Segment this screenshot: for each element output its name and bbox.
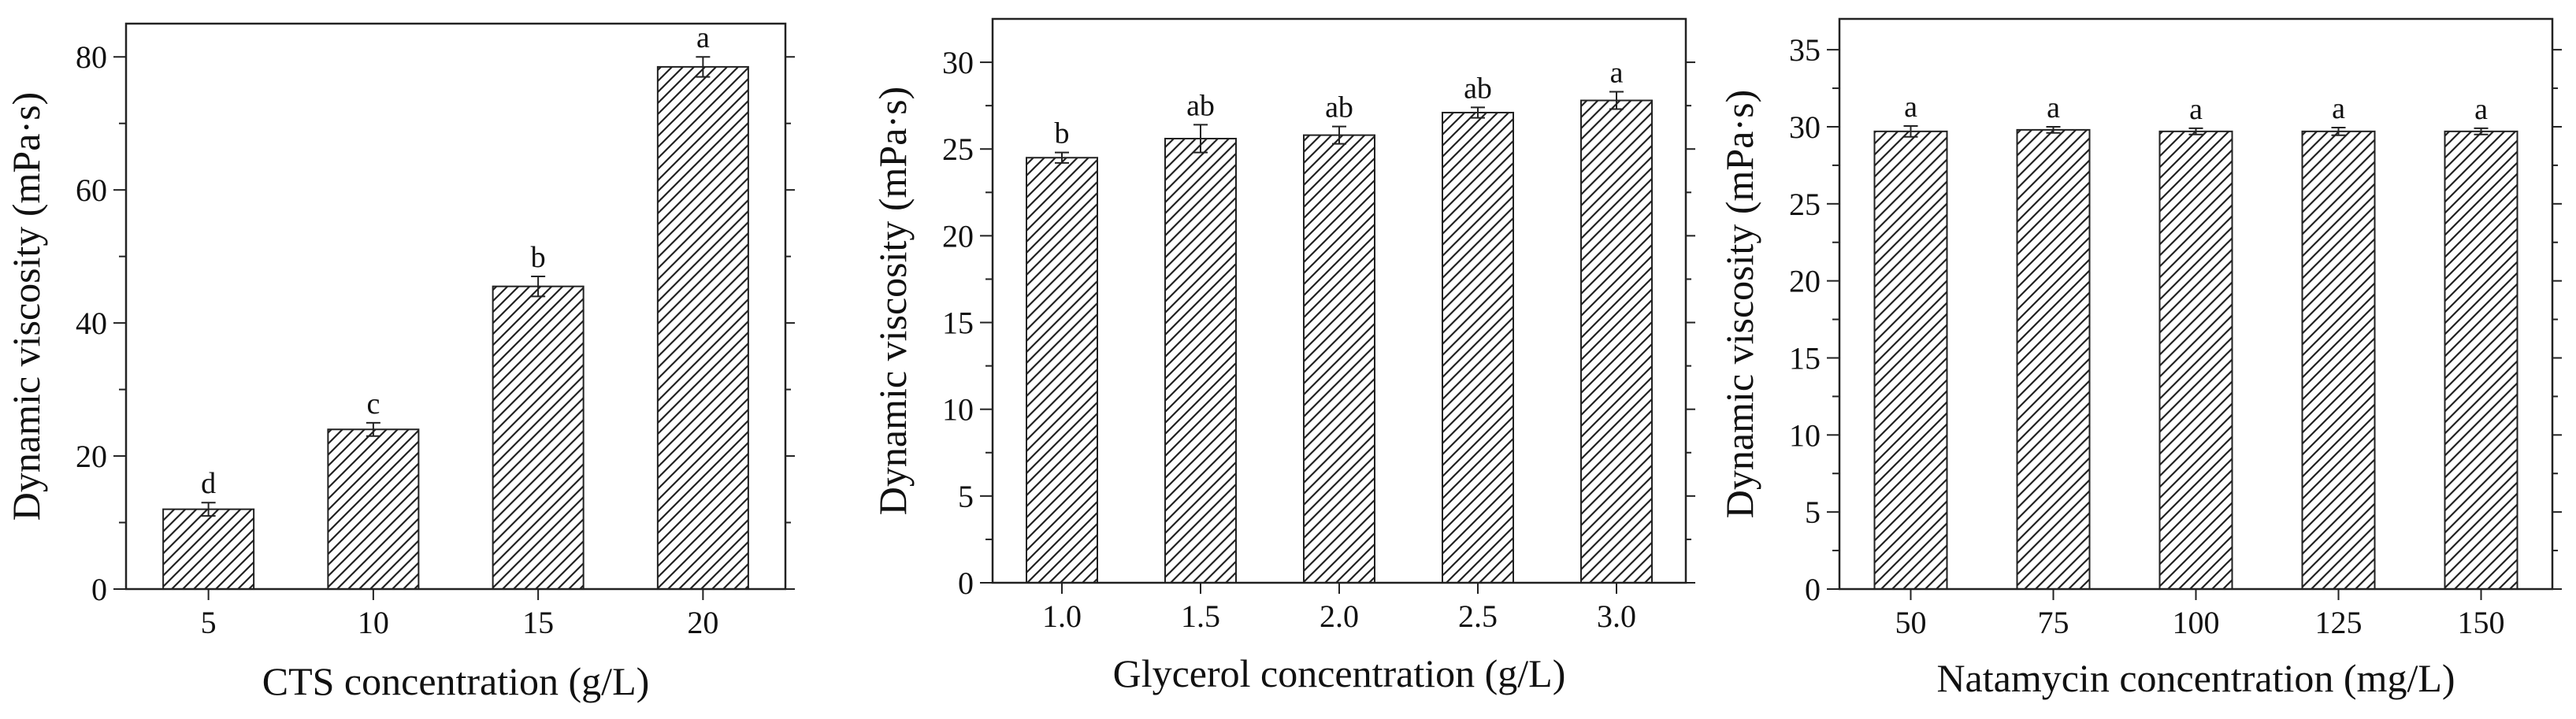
y-tick-label: 20 <box>1789 264 1821 299</box>
bar <box>1580 99 1653 584</box>
bar <box>656 65 749 590</box>
panel-cts: d 5 c 10 b 15 a 20 0 20 40 60 80 CTS concentration (g… <box>4 21 795 703</box>
bar <box>1026 157 1098 584</box>
x-tick-label: 2.5 <box>1458 599 1498 634</box>
bar <box>1164 138 1237 584</box>
y-axis-label: Dynamic viscosity (mPa·s) <box>4 92 48 521</box>
bar <box>2444 130 2518 590</box>
significance-label: b <box>1055 117 1070 150</box>
y-tick-label: 10 <box>942 392 974 428</box>
y-tick-label: 15 <box>1789 340 1821 376</box>
y-axis-label: Dynamic viscosity (mPa·s) <box>1717 90 1761 518</box>
significance-label: a <box>1610 57 1624 90</box>
bar <box>162 508 255 591</box>
y-tick-label: 10 <box>1789 417 1821 453</box>
bar <box>492 285 585 590</box>
x-tick-label: 10 <box>358 605 389 640</box>
x-tick-label: 3.0 <box>1597 599 1636 634</box>
y-tick-label: 80 <box>76 39 107 75</box>
y-tick-label: 60 <box>76 172 107 208</box>
x-tick-label: 15 <box>522 605 554 640</box>
significance-label: a <box>2474 93 2488 126</box>
y-tick-label: 30 <box>1789 109 1821 145</box>
plot-frame <box>124 22 787 591</box>
y-tick-label: 20 <box>942 218 974 254</box>
y-tick-label: 25 <box>1789 187 1821 222</box>
y-axis-label: Dynamic viscosity (mPa·s) <box>870 87 915 515</box>
plot-frame <box>1838 17 2554 591</box>
y-tick-label: 5 <box>958 479 974 514</box>
plot-frame <box>991 17 1687 584</box>
panel-glycerol: b 1.0 ab 1.5 ab 2.0 ab 2.5 a 3.0 0 5 10 15 20 25 30 Glyce… <box>870 17 1695 695</box>
bar <box>2016 128 2091 591</box>
x-axis-label: Natamycin concentration (mg/L) <box>1936 656 2455 700</box>
y-tick-label: 5 <box>1805 495 1821 530</box>
y-tick-label: 0 <box>1805 572 1821 607</box>
x-tick-label: 75 <box>2038 605 2069 640</box>
x-tick-label: 20 <box>687 605 718 640</box>
bar <box>1442 111 1514 584</box>
x-axis-label: CTS concentration (g/L) <box>262 659 650 703</box>
y-tick-label: 0 <box>958 565 974 601</box>
y-tick-label: 40 <box>76 306 107 341</box>
significance-label: a <box>2047 91 2060 124</box>
significance-label: b <box>531 241 546 274</box>
x-axis-label: Glycerol concentration (g/L) <box>1113 651 1566 695</box>
panel-natamycin: a 50 a 75 a 100 a 125 a 150 0 5 10 15 20 25 30 35 Natamyci… <box>1717 17 2562 700</box>
significance-label: ab <box>1186 89 1215 122</box>
significance-label: a <box>696 21 710 54</box>
bar <box>1303 134 1375 584</box>
x-tick-label: 2.0 <box>1320 599 1359 634</box>
bar <box>2158 130 2233 590</box>
x-tick-label: 1.0 <box>1042 599 1082 634</box>
bar <box>327 428 420 590</box>
x-tick-label: 125 <box>2315 605 2363 640</box>
y-tick-label: 20 <box>76 439 107 474</box>
significance-label: a <box>1904 91 1917 124</box>
y-tick-label: 30 <box>942 45 974 80</box>
significance-label: ab <box>1464 72 1492 105</box>
x-tick-label: 50 <box>1895 605 1927 640</box>
x-tick-label: 1.5 <box>1181 599 1220 634</box>
significance-label: c <box>366 387 380 421</box>
x-tick-label: 150 <box>2458 605 2505 640</box>
y-tick-label: 0 <box>91 572 107 607</box>
significance-label: ab <box>1325 91 1353 124</box>
x-tick-label: 100 <box>2173 605 2220 640</box>
significance-label: d <box>201 467 216 500</box>
bar <box>1873 130 1948 590</box>
x-tick-label: 5 <box>201 605 217 640</box>
significance-label: a <box>2332 92 2345 125</box>
significance-label: a <box>2189 93 2203 126</box>
y-tick-label: 35 <box>1789 32 1821 68</box>
bar <box>2301 130 2376 590</box>
y-tick-label: 25 <box>942 132 974 167</box>
y-tick-label: 15 <box>942 306 974 341</box>
